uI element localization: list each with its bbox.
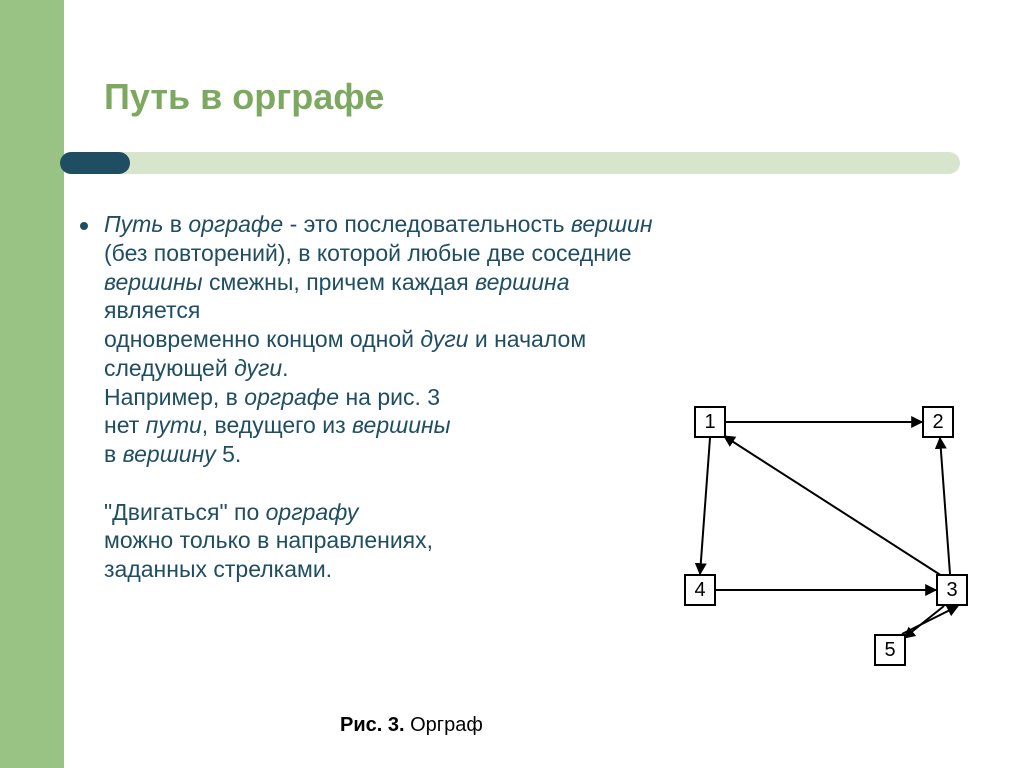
edge-5-3 <box>902 606 958 634</box>
body-text: Путь в орграфе - это последовательность … <box>104 210 664 584</box>
graph-node-1: 1 <box>694 406 726 438</box>
graph-node-4: 4 <box>684 574 716 606</box>
edge-3-1 <box>724 436 942 576</box>
digraph-figure: 1 2 3 4 5 <box>678 388 978 668</box>
figure-caption: Рис. 3. Орграф <box>340 714 483 737</box>
title-divider <box>60 152 960 174</box>
term: орграфе <box>244 384 339 410</box>
edge-1-4 <box>700 438 710 574</box>
term: Путь <box>104 211 163 237</box>
term: орграфу <box>266 499 359 525</box>
term: вершина <box>475 269 569 295</box>
graph-node-3: 3 <box>936 574 968 606</box>
term: дуги <box>234 355 282 381</box>
term: пути <box>146 412 202 438</box>
graph-node-2: 2 <box>922 406 954 438</box>
term: орграфе <box>188 211 283 237</box>
bullet-icon <box>80 222 88 230</box>
term: вершину <box>123 441 216 467</box>
term: дуги <box>420 326 468 352</box>
term: вершины <box>352 412 451 438</box>
slide-title: Путь в орграфе <box>104 76 384 118</box>
graph-node-5: 5 <box>874 634 906 666</box>
edge-3-2 <box>940 438 950 574</box>
left-sidebar <box>0 0 64 768</box>
title-divider-cap <box>60 152 130 174</box>
term: вершины <box>104 269 203 295</box>
term: вершин <box>571 211 653 237</box>
